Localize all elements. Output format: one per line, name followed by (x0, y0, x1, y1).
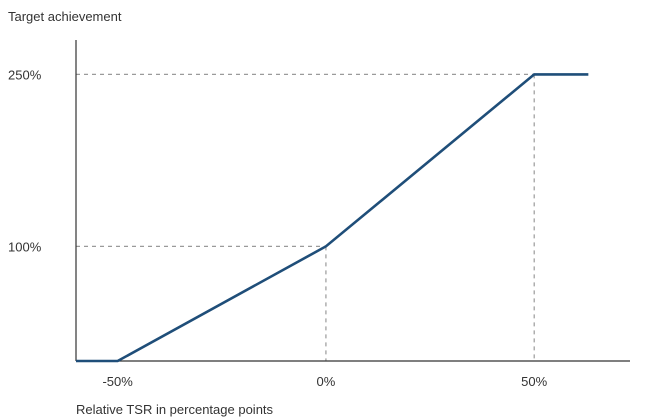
x-tick-label-2: 50% (521, 374, 547, 389)
y-axis-title: Target achievement (8, 9, 122, 24)
x-tick-label-0: -50% (102, 374, 133, 389)
y-tick-label-0: 100% (8, 239, 42, 254)
x-tick-label-1: 0% (317, 374, 336, 389)
series-layer (76, 73, 589, 363)
y-tick-labels: 100% 250% (8, 67, 42, 254)
reference-guides (76, 73, 535, 361)
x-axis-title: Relative TSR in percentage points (76, 402, 274, 417)
series-line-0 (76, 73, 589, 363)
y-tick-label-1: 250% (8, 67, 42, 82)
x-tick-labels: -50% 0% 50% (102, 374, 547, 389)
